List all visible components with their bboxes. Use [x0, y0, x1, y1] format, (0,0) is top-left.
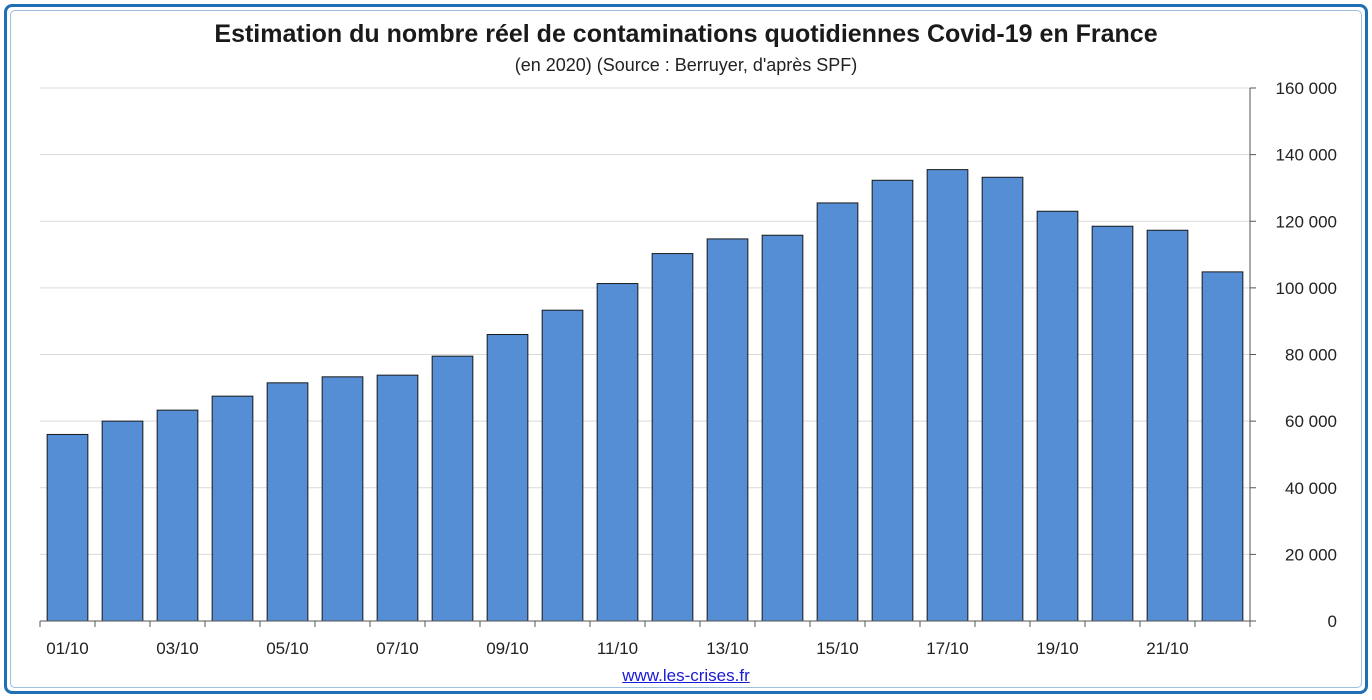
- source-link[interactable]: www.les-crises.fr: [622, 666, 750, 685]
- x-tick-label: 21/10: [1146, 639, 1189, 658]
- y-tick-label: 100 000: [1276, 279, 1337, 298]
- bar-09-10: [486, 334, 529, 622]
- bar-11-10: [596, 283, 639, 622]
- bar-19-10: [1036, 210, 1079, 622]
- y-tick-label: 140 000: [1276, 146, 1337, 165]
- y-tick-label: 40 000: [1285, 479, 1337, 498]
- bar-04-10: [211, 395, 254, 622]
- chart-subtitle: (en 2020) (Source : Berruyer, d'après SP…: [514, 55, 858, 75]
- bar-12-10: [651, 253, 694, 622]
- bar-03-10: [156, 409, 199, 622]
- x-tick-label: 19/10: [1036, 639, 1079, 658]
- x-tick-label: 03/10: [156, 639, 199, 658]
- y-tick-label: 0: [1328, 612, 1337, 631]
- chart-frame-inner-border: [10, 10, 1362, 688]
- bar-14-10: [761, 234, 804, 622]
- x-tick-label: 07/10: [376, 639, 419, 658]
- x-tick-label: 05/10: [266, 639, 309, 658]
- bar-06-10: [321, 376, 364, 622]
- bar-20-10: [1091, 225, 1134, 622]
- bar-18-10: [981, 176, 1024, 622]
- bar-02-10: [101, 420, 144, 622]
- x-tick-label: 17/10: [926, 639, 969, 658]
- y-tick-label: 120 000: [1276, 212, 1337, 231]
- bar-01-10: [46, 433, 89, 622]
- bar-15-10: [816, 202, 859, 622]
- bar-13-10: [706, 238, 749, 622]
- bars: [46, 169, 1244, 622]
- tick-labels: 0 20 000 40 000 60 000 80 000 100 000 120 000 1…: [46, 79, 1337, 658]
- chart-title: Estimation du nombre réel de contaminati…: [214, 20, 1158, 48]
- y-tick-label: 160 000: [1276, 79, 1337, 98]
- axes: [39, 87, 1256, 627]
- bar-17-10: [926, 169, 969, 622]
- y-tick-label: 20 000: [1285, 545, 1337, 564]
- bar-22-10: [1201, 271, 1244, 622]
- y-tick-label: 60 000: [1285, 412, 1337, 431]
- bar-21-10: [1146, 229, 1189, 622]
- bar-16-10: [871, 179, 914, 622]
- x-tick-label: 09/10: [486, 639, 529, 658]
- bar-05-10: [266, 382, 309, 622]
- x-tick-label: 13/10: [706, 639, 749, 658]
- y-tick-label: 80 000: [1285, 346, 1337, 365]
- x-tick-label: 15/10: [816, 639, 859, 658]
- bar-10-10: [541, 309, 584, 622]
- bar-08-10: [431, 355, 474, 622]
- bar-07-10: [376, 374, 419, 622]
- x-tick-label: 11/10: [597, 639, 638, 658]
- x-tick-label: 01/10: [46, 639, 89, 658]
